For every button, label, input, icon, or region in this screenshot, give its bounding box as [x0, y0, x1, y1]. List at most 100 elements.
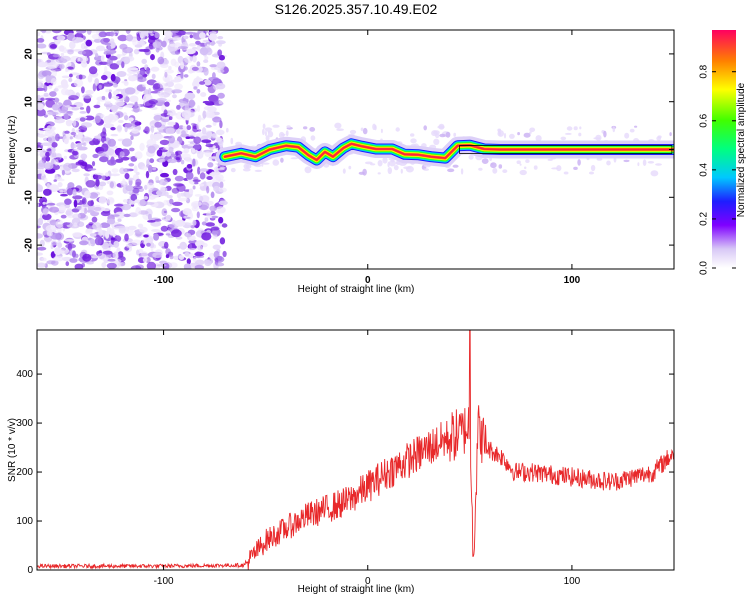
noise-speckle: [82, 204, 89, 208]
noise-speckle: [130, 135, 134, 140]
noise-speckle: [92, 153, 99, 159]
noise-speckle: [212, 121, 217, 126]
noise-speckle: [132, 105, 140, 113]
noise-speckle: [98, 196, 107, 204]
noise-speckle: [37, 43, 47, 49]
noise-speckle: [55, 219, 64, 228]
noise-speckle: [96, 227, 102, 233]
noise-speckle: [130, 265, 142, 269]
noise-speckle: [230, 137, 234, 145]
noise-speckle: [43, 92, 49, 97]
noise-speckle: [85, 39, 93, 47]
noise-speckle: [267, 130, 274, 138]
noise-speckle: [216, 40, 226, 45]
noise-speckle: [215, 174, 224, 181]
noise-speckle: [180, 153, 191, 160]
noise-speckle: [192, 144, 201, 150]
noise-speckle: [91, 74, 98, 78]
noise-speckle: [201, 242, 208, 248]
noise-speckle: [51, 241, 58, 246]
noise-speckle: [72, 213, 81, 219]
noise-speckle: [117, 119, 124, 124]
noise-speckle: [578, 132, 582, 137]
noise-speckle: [211, 215, 219, 219]
noise-speckle: [226, 127, 229, 133]
noise-speckle: [81, 86, 85, 94]
noise-speckle: [423, 125, 428, 131]
noise-speckle: [186, 247, 197, 251]
noise-speckle: [423, 168, 429, 171]
noise-speckle: [134, 44, 143, 48]
noise-speckle: [85, 228, 93, 233]
noise-speckle: [109, 38, 115, 44]
noise-speckle: [128, 212, 138, 218]
noise-speckle: [184, 31, 196, 35]
noise-speckle: [272, 124, 280, 128]
noise-speckle: [41, 70, 52, 77]
noise-speckle: [57, 242, 63, 248]
noise-speckle: [219, 237, 226, 245]
noise-speckle: [73, 144, 77, 149]
noise-speckle: [106, 190, 114, 196]
noise-speckle: [74, 134, 83, 140]
noise-speckle: [460, 168, 464, 175]
spectrogram-frame: [36, 29, 675, 270]
noise-speckle: [199, 172, 206, 180]
noise-speckle: [400, 168, 403, 174]
noise-speckle: [163, 218, 171, 221]
noise-speckle: [196, 46, 201, 51]
noise-speckle: [215, 83, 226, 90]
noise-speckle: [175, 157, 181, 161]
noise-speckle: [106, 226, 112, 233]
noise-speckle: [188, 48, 197, 54]
noise-speckle: [45, 156, 51, 162]
noise-speckle: [194, 264, 204, 269]
noise-speckle: [147, 220, 156, 223]
noise-speckle: [192, 158, 196, 167]
noise-speckle: [264, 127, 273, 132]
noise-speckle: [207, 162, 214, 168]
noise-speckle: [49, 91, 57, 97]
noise-speckle: [91, 33, 101, 40]
noise-speckle: [85, 180, 96, 188]
noise-speckle: [124, 56, 130, 64]
noise-speckle: [183, 35, 189, 40]
noise-speckle: [209, 205, 217, 212]
noise-speckle: [164, 87, 174, 95]
noise-speckle: [146, 242, 151, 247]
noise-speckle: [492, 167, 498, 174]
noise-speckle: [199, 185, 209, 191]
noise-speckle: [69, 73, 73, 78]
noise-speckle: [433, 138, 440, 145]
noise-speckle: [212, 145, 216, 149]
noise-speckle: [203, 67, 209, 76]
noise-speckle: [209, 64, 218, 68]
noise-speckle: [159, 169, 163, 174]
noise-speckle: [43, 84, 48, 92]
noise-speckle: [46, 59, 52, 63]
noise-speckle: [547, 158, 553, 161]
noise-speckle: [130, 193, 138, 202]
noise-speckle: [80, 206, 85, 214]
noise-speckle: [159, 94, 165, 99]
noise-speckle: [76, 30, 87, 34]
noise-speckle: [137, 223, 144, 228]
noise-speckle: [94, 115, 101, 124]
noise-speckle: [101, 143, 109, 152]
noise-speckle: [76, 146, 88, 151]
noise-speckle: [59, 247, 70, 255]
noise-speckle: [310, 135, 316, 141]
noise-speckle: [133, 165, 138, 174]
noise-speckle: [84, 115, 95, 121]
noise-speckle: [53, 255, 64, 262]
noise-speckle: [42, 201, 46, 205]
colorbar: 0.0 0.2 0.4 0.6 0.8 Normalized spectral ampl…: [699, 30, 747, 275]
noise-speckle: [198, 195, 204, 202]
noise-speckle: [190, 225, 196, 229]
noise-speckle: [219, 166, 226, 169]
noise-speckle: [107, 138, 116, 147]
noise-speckle: [410, 138, 417, 144]
noise-speckle: [165, 214, 172, 220]
